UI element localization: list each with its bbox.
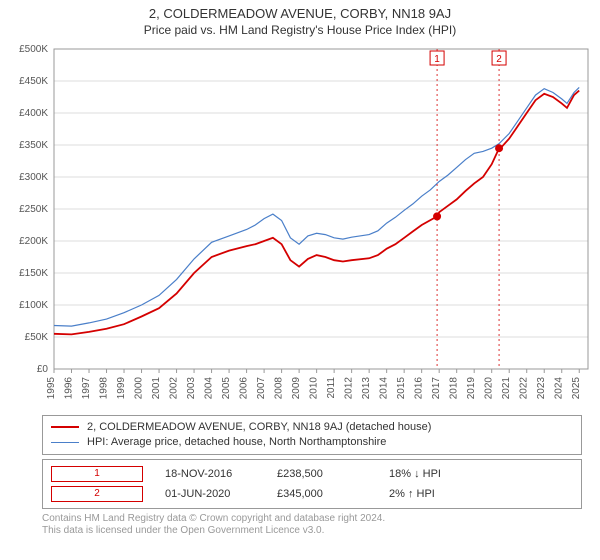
legend-row: 2, COLDERMEADOW AVENUE, CORBY, NN18 9AJ … — [51, 420, 573, 435]
legend-label: 2, COLDERMEADOW AVENUE, CORBY, NN18 9AJ … — [87, 420, 431, 435]
svg-text:2011: 2011 — [326, 377, 337, 399]
svg-text:£100K: £100K — [19, 300, 48, 311]
svg-text:2017: 2017 — [431, 377, 442, 400]
marker-row: 1 18-NOV-2016 £238,500 18% ↓ HPI — [51, 464, 573, 484]
marker-number: 2 — [51, 486, 143, 502]
marker-pct: 18% ↓ HPI — [389, 468, 479, 480]
svg-text:£400K: £400K — [19, 108, 48, 119]
svg-text:2004: 2004 — [204, 377, 215, 400]
svg-text:1996: 1996 — [64, 377, 75, 400]
svg-text:2003: 2003 — [186, 377, 197, 400]
series-hpi — [54, 87, 579, 326]
svg-text:£50K: £50K — [25, 332, 49, 343]
credit-line: This data is licensed under the Open Gov… — [42, 525, 582, 538]
marker-date: 01-JUN-2020 — [165, 488, 255, 500]
legend-row: HPI: Average price, detached house, Nort… — [51, 435, 573, 450]
svg-text:2018: 2018 — [449, 377, 460, 400]
marker-table: 1 18-NOV-2016 £238,500 18% ↓ HPI 2 01-JUN-202… — [42, 459, 582, 509]
svg-text:£250K: £250K — [19, 204, 48, 215]
svg-text:2002: 2002 — [169, 377, 180, 400]
svg-text:£200K: £200K — [19, 236, 48, 247]
marker-price: £345,000 — [277, 488, 367, 500]
svg-text:£500K: £500K — [19, 44, 48, 55]
svg-text:2014: 2014 — [379, 377, 390, 400]
legend-label: HPI: Average price, detached house, Nort… — [87, 435, 386, 450]
svg-text:2013: 2013 — [361, 377, 372, 400]
svg-text:2023: 2023 — [536, 377, 547, 400]
svg-text:1998: 1998 — [99, 377, 110, 400]
svg-text:2016: 2016 — [414, 377, 425, 400]
svg-text:£350K: £350K — [19, 140, 48, 151]
legend-swatch — [51, 442, 79, 443]
page-subtitle: Price paid vs. HM Land Registry's House … — [0, 23, 600, 37]
svg-text:1997: 1997 — [81, 377, 92, 400]
svg-text:2022: 2022 — [519, 377, 530, 400]
svg-text:2021: 2021 — [501, 377, 512, 400]
svg-text:2012: 2012 — [344, 377, 355, 400]
marker-row: 2 01-JUN-2020 £345,000 2% ↑ HPI — [51, 484, 573, 504]
svg-text:2009: 2009 — [291, 377, 302, 400]
marker-number: 1 — [51, 466, 143, 482]
svg-text:£300K: £300K — [19, 172, 48, 183]
credit-line: Contains HM Land Registry data © Crown c… — [42, 513, 582, 526]
svg-text:2010: 2010 — [309, 377, 320, 400]
series-price_paid — [54, 91, 579, 335]
svg-text:2025: 2025 — [571, 377, 582, 400]
svg-text:£150K: £150K — [19, 268, 48, 279]
legend: 2, COLDERMEADOW AVENUE, CORBY, NN18 9AJ … — [42, 415, 582, 455]
svg-text:2015: 2015 — [396, 377, 407, 400]
svg-text:2007: 2007 — [256, 377, 267, 400]
svg-text:£0: £0 — [37, 364, 49, 375]
svg-text:2000: 2000 — [134, 377, 145, 400]
marker-date: 18-NOV-2016 — [165, 468, 255, 480]
svg-text:2008: 2008 — [274, 377, 285, 400]
svg-text:2001: 2001 — [151, 377, 162, 400]
svg-text:2: 2 — [496, 54, 502, 65]
svg-text:2019: 2019 — [466, 377, 477, 400]
svg-text:2024: 2024 — [554, 377, 565, 400]
svg-text:1995: 1995 — [46, 377, 57, 400]
marker-pct: 2% ↑ HPI — [389, 488, 479, 500]
svg-text:2005: 2005 — [221, 377, 232, 400]
marker-dot — [495, 144, 503, 152]
price-chart: £0 £50K £100K £150K £200K £250K £300K £350K £400… — [0, 39, 600, 409]
svg-text:1999: 1999 — [116, 377, 127, 400]
page-title: 2, COLDERMEADOW AVENUE, CORBY, NN18 9AJ — [0, 6, 600, 21]
marker-dot — [433, 212, 441, 220]
svg-text:1: 1 — [434, 54, 440, 65]
svg-text:2020: 2020 — [484, 377, 495, 400]
legend-swatch — [51, 426, 79, 428]
marker-price: £238,500 — [277, 468, 367, 480]
svg-text:2006: 2006 — [239, 377, 250, 400]
svg-text:£450K: £450K — [19, 76, 48, 87]
